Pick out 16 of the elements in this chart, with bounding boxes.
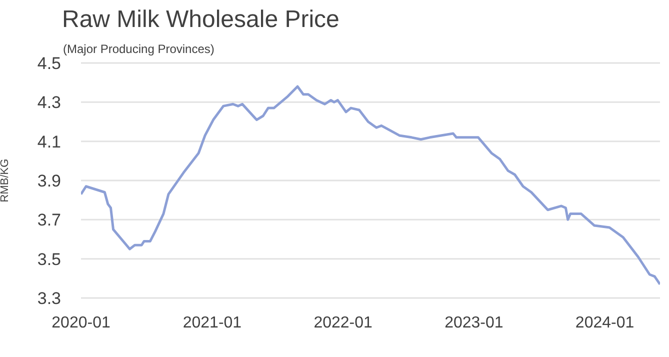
chart-title: Raw Milk Wholesale Price [62, 6, 340, 34]
x-tick-label: 2024-01 [575, 314, 634, 332]
x-tick-label: 2021-01 [182, 314, 242, 332]
y-axis-title: RMB/KG [0, 158, 11, 202]
x-tick-label: 2022-01 [314, 314, 373, 332]
y-tick-label: 4.5 [37, 54, 61, 74]
y-tick-label: 3.7 [37, 210, 61, 230]
line-series [81, 85, 660, 286]
y-tick-label: 4.1 [37, 132, 61, 152]
x-tick-label: 2020-01 [52, 314, 110, 332]
x-tick-label: 2023-01 [444, 314, 504, 332]
y-tick-label: 3.5 [37, 250, 61, 269]
y-tick-label: 3.3 [37, 289, 61, 308]
chart-subtitle: (Major Producing Provinces) [63, 42, 214, 56]
y-tick-label: 3.9 [37, 172, 61, 191]
y-tick-label: 4.3 [37, 93, 61, 112]
